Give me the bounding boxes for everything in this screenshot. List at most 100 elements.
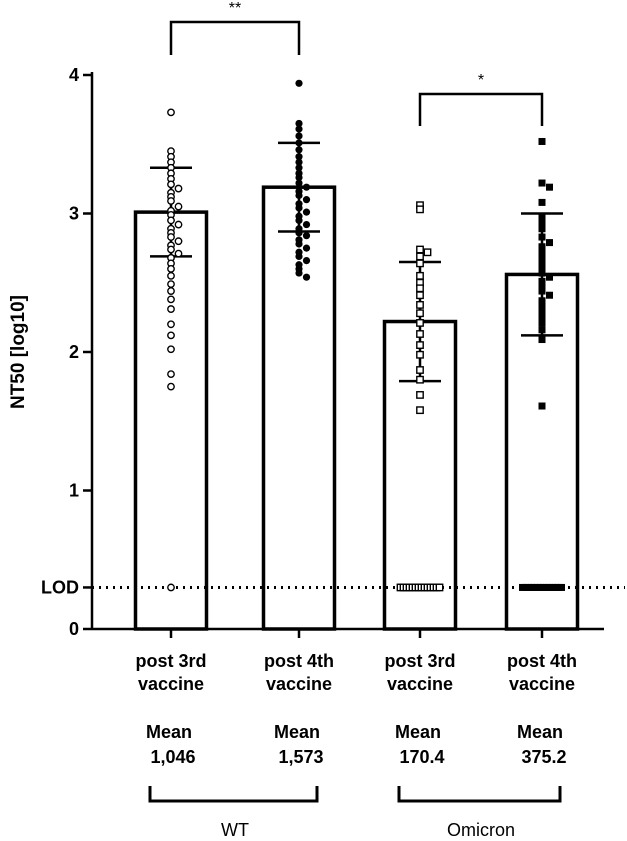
group-brackets: WT Omicron bbox=[148, 786, 562, 840]
group-label: WT bbox=[221, 820, 249, 840]
mean-label: Mean bbox=[146, 722, 192, 742]
data-point bbox=[295, 173, 303, 182]
data-point bbox=[538, 248, 546, 256]
category-labels: post 3rd vaccine Mean 1,046 post 4th vaccine M… bbox=[135, 651, 577, 767]
data-point bbox=[423, 248, 432, 257]
mean-label: Mean bbox=[395, 722, 441, 742]
bars bbox=[133, 185, 580, 631]
data-point bbox=[416, 291, 424, 300]
data-point bbox=[538, 269, 546, 277]
data-point bbox=[167, 320, 175, 329]
data-point bbox=[538, 283, 546, 291]
data-point bbox=[538, 277, 546, 285]
data-point bbox=[295, 240, 303, 248]
data-point bbox=[302, 244, 311, 252]
data-point bbox=[167, 370, 175, 379]
data-point bbox=[538, 297, 546, 305]
data-point bbox=[538, 214, 546, 222]
data-point bbox=[538, 336, 546, 344]
data-point bbox=[167, 331, 175, 340]
data-point bbox=[167, 271, 175, 280]
data-point bbox=[538, 319, 546, 327]
mean-label: Mean bbox=[517, 722, 563, 742]
data-point bbox=[167, 264, 175, 273]
data-point bbox=[416, 252, 424, 261]
data-point bbox=[295, 164, 303, 172]
error-bars bbox=[150, 141, 563, 383]
data-point bbox=[416, 319, 424, 327]
data-point bbox=[295, 153, 303, 161]
data-point bbox=[295, 191, 303, 200]
data-point bbox=[416, 391, 424, 399]
data-point bbox=[167, 305, 175, 313]
mean-value: 1,573 bbox=[278, 747, 323, 767]
data-point bbox=[167, 180, 175, 189]
data-point bbox=[538, 302, 546, 310]
data-point bbox=[538, 326, 546, 334]
data-point bbox=[167, 583, 175, 592]
data-point bbox=[302, 208, 311, 216]
data-point bbox=[416, 205, 424, 214]
data-point bbox=[295, 216, 303, 225]
data-point bbox=[538, 313, 546, 321]
data-point bbox=[538, 259, 546, 267]
mean-label: Mean bbox=[274, 722, 320, 742]
data-point bbox=[416, 366, 424, 374]
data-point bbox=[416, 350, 424, 359]
data-point bbox=[416, 341, 424, 349]
data-point bbox=[167, 382, 175, 391]
data-point bbox=[302, 196, 311, 204]
lod-line-group: LOD bbox=[41, 577, 625, 597]
category-label: vaccine bbox=[509, 674, 575, 694]
group-bracket bbox=[148, 786, 319, 803]
data-point bbox=[295, 269, 303, 277]
mean-value: 375.2 bbox=[521, 747, 566, 767]
data-point bbox=[546, 291, 553, 299]
data-point bbox=[167, 280, 175, 289]
data-point bbox=[295, 146, 303, 154]
y-tick-label: 2 bbox=[69, 342, 79, 362]
data-point bbox=[416, 271, 424, 280]
data-point bbox=[538, 219, 546, 227]
data-point bbox=[167, 245, 175, 254]
data-point bbox=[302, 232, 311, 240]
mean-value: 1,046 bbox=[150, 747, 195, 767]
data-point bbox=[416, 375, 424, 384]
data-point bbox=[416, 259, 424, 268]
data-point bbox=[295, 79, 303, 87]
data-point bbox=[295, 252, 303, 261]
category-label: post 4th bbox=[264, 651, 334, 671]
data-point bbox=[416, 245, 424, 254]
data-point bbox=[538, 287, 546, 295]
data-point bbox=[546, 239, 553, 247]
data-point bbox=[174, 184, 183, 193]
lod-label: LOD bbox=[41, 577, 79, 597]
significance-bracket bbox=[418, 92, 544, 126]
data-point bbox=[167, 287, 175, 295]
category-label: post 3rd bbox=[135, 651, 206, 671]
data-point bbox=[546, 273, 553, 281]
data-points bbox=[167, 79, 565, 592]
data-point bbox=[295, 139, 303, 147]
data-point bbox=[538, 308, 546, 316]
data-point bbox=[167, 345, 175, 354]
category-label: vaccine bbox=[266, 674, 332, 694]
data-point bbox=[546, 183, 553, 191]
data-point bbox=[416, 301, 424, 309]
data-point bbox=[538, 264, 546, 272]
data-point bbox=[167, 216, 175, 225]
data-point bbox=[302, 273, 311, 281]
group-label: Omicron bbox=[447, 820, 515, 840]
y-tick-label: 4 bbox=[69, 65, 79, 85]
data-point bbox=[435, 583, 444, 592]
data-point bbox=[295, 179, 303, 187]
category-label: post 4th bbox=[507, 651, 577, 671]
category-label: vaccine bbox=[387, 674, 453, 694]
significance-bracket bbox=[169, 20, 301, 55]
data-point bbox=[416, 406, 424, 415]
data-point bbox=[538, 243, 546, 251]
data-point bbox=[302, 256, 311, 265]
data-point bbox=[538, 233, 546, 241]
y-axis-label: NT50 [log10] bbox=[8, 295, 29, 409]
